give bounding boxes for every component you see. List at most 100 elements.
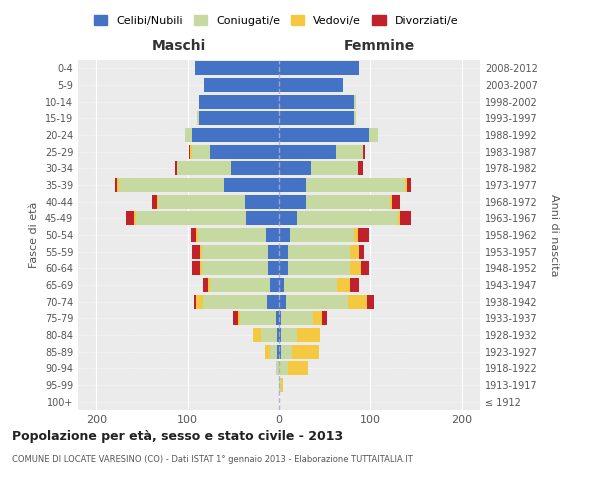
Bar (134, 211, 136, 226)
Y-axis label: Anni di nascita: Anni di nascita (549, 194, 559, 276)
Bar (286, 294, 349, 308)
Bar (246, 211, 279, 226)
Bar (297, 328, 320, 342)
Bar (279, 328, 281, 342)
Bar (358, 161, 363, 176)
Bar (270, 344, 277, 358)
Bar (276, 361, 279, 376)
Bar (281, 328, 297, 342)
Bar (391, 194, 392, 209)
Bar (361, 261, 368, 276)
Bar (119, 178, 224, 192)
Bar (196, 294, 203, 308)
Bar (191, 228, 196, 242)
Bar (288, 261, 350, 276)
Bar (279, 228, 290, 242)
Bar (117, 178, 119, 192)
Bar (175, 161, 176, 176)
Bar (297, 211, 398, 226)
Bar (176, 161, 232, 176)
Bar (281, 311, 313, 326)
Bar (158, 194, 245, 209)
Bar (240, 311, 276, 326)
Bar (279, 94, 354, 109)
Bar (192, 144, 211, 159)
Bar (157, 194, 158, 209)
Bar (200, 244, 202, 259)
Bar (350, 278, 359, 292)
Bar (266, 228, 279, 242)
Bar (115, 178, 117, 192)
Bar (279, 344, 281, 358)
Bar (307, 194, 391, 209)
Bar (202, 244, 268, 259)
Bar (190, 144, 192, 159)
Bar (200, 261, 202, 276)
Bar (292, 344, 319, 358)
Bar (281, 378, 283, 392)
Bar (279, 211, 297, 226)
Bar (279, 61, 359, 76)
Bar (270, 278, 279, 292)
Bar (407, 178, 412, 192)
Bar (204, 78, 279, 92)
Bar (279, 378, 281, 392)
Bar (195, 61, 279, 76)
Bar (313, 311, 322, 326)
Bar (203, 278, 208, 292)
Bar (192, 128, 279, 142)
Bar (322, 311, 326, 326)
Bar (288, 244, 350, 259)
Bar (354, 228, 358, 242)
Bar (276, 311, 279, 326)
Bar (196, 228, 197, 242)
Bar (268, 244, 279, 259)
Bar (363, 144, 365, 159)
Bar (279, 161, 311, 176)
Bar (349, 294, 367, 308)
Text: Popolazione per età, sesso e stato civile - 2013: Popolazione per età, sesso e stato civil… (12, 430, 343, 443)
Bar (359, 244, 364, 259)
Text: Femmine: Femmine (344, 39, 415, 53)
Bar (261, 328, 277, 342)
Bar (279, 78, 343, 92)
Bar (265, 344, 270, 358)
Bar (354, 94, 356, 109)
Bar (284, 278, 337, 292)
Text: Maschi: Maschi (151, 39, 206, 53)
Bar (354, 112, 356, 126)
Bar (199, 94, 279, 109)
Bar (253, 328, 261, 342)
Bar (335, 144, 363, 159)
Bar (350, 261, 361, 276)
Bar (337, 278, 350, 292)
Bar (238, 311, 240, 326)
Bar (268, 261, 279, 276)
Bar (279, 361, 288, 376)
Bar (185, 128, 192, 142)
Bar (192, 261, 200, 276)
Bar (203, 294, 267, 308)
Bar (279, 261, 288, 276)
Bar (279, 311, 281, 326)
Bar (279, 244, 288, 259)
Legend: Celibi/Nubili, Coniugati/e, Vedovi/e, Divorziati/e: Celibi/Nubili, Coniugati/e, Vedovi/e, Di… (89, 10, 463, 30)
Bar (245, 194, 279, 209)
Bar (279, 294, 286, 308)
Text: COMUNE DI LOCATE VARESINO (CO) - Dati ISTAT 1° gennaio 2013 - Elaborazione TUTTA: COMUNE DI LOCATE VARESINO (CO) - Dati IS… (12, 455, 413, 464)
Bar (233, 311, 238, 326)
Bar (152, 194, 157, 209)
Bar (279, 178, 307, 192)
Bar (290, 228, 354, 242)
Bar (127, 211, 134, 226)
Bar (368, 128, 377, 142)
Bar (405, 178, 407, 192)
Bar (277, 328, 279, 342)
Bar (398, 211, 400, 226)
Bar (281, 344, 292, 358)
Bar (307, 178, 405, 192)
Y-axis label: Fasce di età: Fasce di età (29, 202, 39, 268)
Bar (279, 194, 307, 209)
Bar (279, 112, 354, 126)
Bar (211, 278, 270, 292)
